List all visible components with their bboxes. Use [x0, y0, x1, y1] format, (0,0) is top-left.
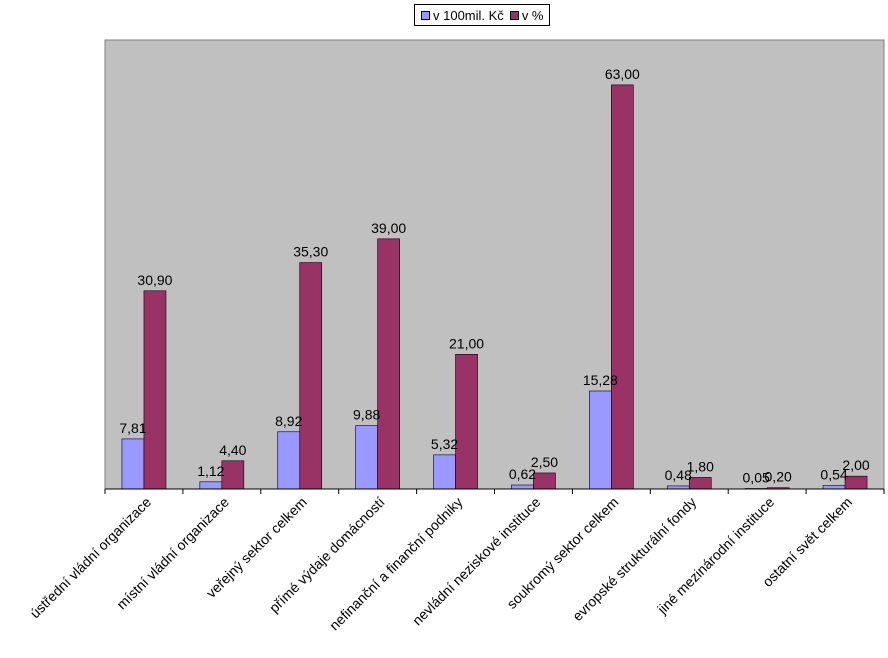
- data-label-series-1-3: 8,92: [275, 413, 302, 429]
- category-label-8: evropské strukturální fondy: [569, 494, 699, 624]
- data-label-series-1-10: 0,54: [820, 467, 847, 483]
- data-label-series-2-8: 1,80: [687, 458, 714, 474]
- data-label-series-2-1: 30,90: [137, 272, 172, 288]
- data-label-series-2-4: 39,00: [371, 220, 406, 236]
- bar-series-1-5: [433, 454, 456, 490]
- data-label-series-1-9: 0,05: [743, 470, 770, 486]
- data-label-series-1-5: 5,32: [431, 436, 458, 452]
- data-label-series-1-7: 15,28: [583, 372, 618, 388]
- data-label-series-1-8: 0,48: [665, 467, 692, 483]
- bar-series-2-8: [688, 477, 712, 490]
- bar-series-1-3: [277, 431, 301, 490]
- data-label-series-2-10: 2,00: [842, 457, 869, 473]
- bar-series-1-7: [589, 390, 612, 490]
- bars-group: [121, 84, 868, 490]
- bar-series-2-10: [844, 475, 868, 490]
- legend-label-series-2: v %: [521, 7, 544, 23]
- bar-series-2-2: [221, 460, 245, 490]
- bar-series-2-6: [533, 472, 556, 490]
- legend-item-series-2: v %: [509, 7, 544, 23]
- bar-series-2-5: [455, 353, 478, 490]
- legend-swatch-series-2: [509, 10, 519, 20]
- data-labels-group: 7,81 30,90 1,12 4,40 8,92 35,30 9,88 39,00 5,32 2…: [119, 66, 870, 486]
- x-ticks-group: [104, 489, 885, 494]
- data-label-series-2-9: 0,20: [765, 469, 792, 485]
- bar-series-2-4: [377, 238, 400, 490]
- legend-label-series-1: v 100mil. Kč: [433, 7, 504, 23]
- bar-series-1-10: [822, 485, 846, 490]
- bar-series-1-6: [511, 484, 534, 490]
- legend-item-series-1: v 100mil. Kč: [421, 8, 504, 23]
- bar-series-2-1: [143, 290, 167, 490]
- bar-series-2-3: [299, 262, 323, 490]
- data-label-series-1-4: 9,88: [353, 407, 380, 423]
- bar-series-1-1: [121, 438, 145, 490]
- data-label-series-2-3: 35,30: [293, 244, 328, 260]
- bar-series-2-7: [611, 84, 634, 490]
- data-label-series-1-6: 0,62: [509, 466, 536, 482]
- data-label-series-2-7: 63,00: [605, 66, 640, 82]
- legend-swatch-series-1: [421, 10, 430, 20]
- category-label-5: nefinanční a finanční podniky: [326, 494, 466, 634]
- bar-series-1-4: [355, 425, 378, 490]
- data-label-series-2-2: 4,40: [219, 442, 246, 458]
- legend: v 100mil. Kč v %: [414, 4, 551, 26]
- category-label-1: ústřední vládní organizace: [27, 494, 155, 622]
- bar-series-1-2: [199, 481, 223, 490]
- category-label-6: nevládní neziskové instituce: [409, 494, 544, 629]
- data-label-series-2-5: 21,00: [449, 335, 484, 351]
- data-label-series-1-1: 7,81: [119, 420, 146, 436]
- data-label-series-1-2: 1,12: [197, 463, 224, 479]
- data-label-series-2-6: 2,50: [531, 454, 558, 470]
- plot-area: [104, 39, 885, 490]
